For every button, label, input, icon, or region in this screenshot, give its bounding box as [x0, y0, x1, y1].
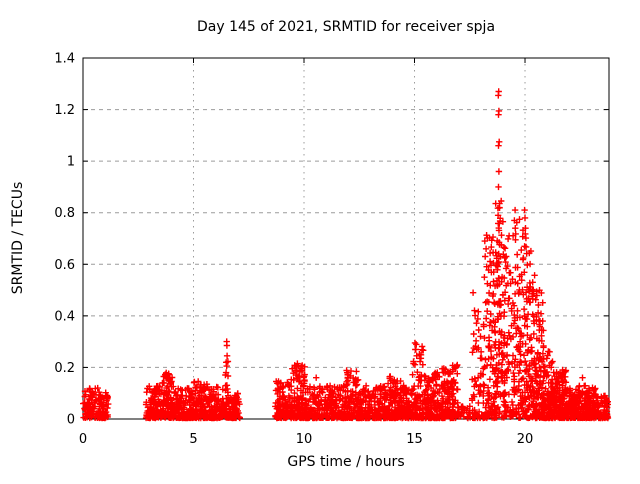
x-tick-label: 15 [406, 432, 423, 447]
x-tick-label: 20 [517, 432, 534, 447]
x-tick-label: 0 [79, 432, 87, 447]
tick-label-layer: 0 5 10 15 20 0 0.2 0.4 0.6 0.8 1 1.2 1.4 [54, 52, 533, 448]
y-tick-label: 1.4 [54, 52, 75, 67]
y-tick-label: 1 [67, 155, 75, 170]
y-tick-label: 0.2 [54, 361, 75, 376]
y-tick-label: 0.6 [54, 258, 75, 273]
x-tick-label: 10 [296, 432, 313, 447]
data-points-layer [80, 88, 612, 422]
y-tick-label: 0.8 [54, 206, 75, 221]
y-tick-label: 1.2 [54, 103, 75, 118]
y-axis-label: SRMTID / TECUs [10, 182, 26, 295]
x-tick-label: 5 [189, 432, 197, 447]
y-tick-label: 0 [67, 413, 75, 428]
x-axis-label: GPS time / hours [287, 454, 404, 470]
data-points-series [80, 88, 612, 422]
y-tick-label: 0.4 [54, 309, 75, 324]
chart-title: Day 145 of 2021, SRMTID for receiver spj… [197, 19, 495, 35]
